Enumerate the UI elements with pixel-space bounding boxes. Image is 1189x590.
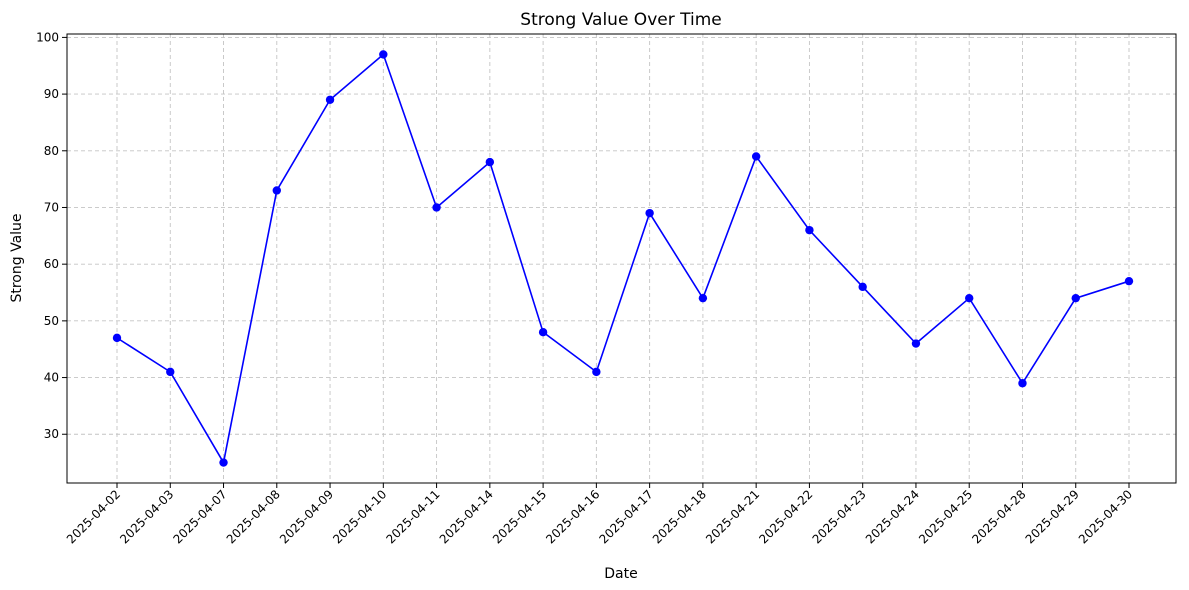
x-axis-label: Date <box>604 566 637 582</box>
data-point <box>911 339 921 348</box>
x-tick-label: 2025-04-02 <box>64 487 123 546</box>
x-axis: 2025-04-022025-04-032025-04-072025-04-08… <box>64 483 1135 546</box>
data-point <box>432 203 441 212</box>
data-point <box>1071 293 1080 303</box>
data-point <box>166 367 175 377</box>
x-tick-label: 2025-04-14 <box>437 487 496 546</box>
x-tick-label: 2025-04-03 <box>117 487 176 546</box>
data-point <box>1124 276 1134 286</box>
y-tick-label: 50 <box>44 314 59 328</box>
y-tick-label: 40 <box>44 371 59 385</box>
x-tick-label: 2025-04-10 <box>330 487 389 546</box>
x-tick-label: 2025-04-18 <box>650 487 709 546</box>
y-tick-label: 30 <box>44 427 59 441</box>
x-tick-label: 2025-04-29 <box>1023 487 1082 546</box>
y-tick-label: 100 <box>36 30 59 44</box>
y-tick-label: 70 <box>44 200 59 214</box>
x-tick-label: 2025-04-30 <box>1076 487 1135 546</box>
data-point <box>272 186 281 195</box>
y-tick-label: 90 <box>44 87 59 101</box>
data-point <box>379 50 388 59</box>
y-tick-label: 60 <box>44 257 59 271</box>
x-tick-label: 2025-04-09 <box>277 487 336 546</box>
x-tick-label: 2025-04-08 <box>224 487 283 546</box>
x-tick-label: 2025-04-17 <box>597 487 656 546</box>
y-axis: 30 40 50 60 70 80 90 100 <box>36 30 67 441</box>
x-tick-label: 2025-04-21 <box>703 487 762 546</box>
series-line <box>116 53 1130 465</box>
x-tick-label: 2025-04-22 <box>756 487 815 546</box>
x-tick-label: 2025-04-15 <box>490 487 549 546</box>
chart-title: Strong Value Over Time <box>520 10 721 30</box>
data-point <box>858 282 867 292</box>
data-point <box>219 458 228 467</box>
x-tick-label: 2025-04-07 <box>170 487 229 546</box>
data-point <box>112 333 122 343</box>
x-tick-label: 2025-04-25 <box>916 487 975 546</box>
y-axis-label: Strong Value <box>9 213 25 302</box>
x-tick-label: 2025-04-24 <box>863 487 922 546</box>
y-tick-label: 80 <box>44 144 59 158</box>
data-point <box>325 95 335 104</box>
plot-frame <box>66 33 1177 484</box>
x-tick-label: 2025-04-28 <box>969 487 1028 546</box>
data-point <box>805 225 814 235</box>
grid <box>67 34 1176 483</box>
data-point <box>645 208 654 218</box>
x-tick-label: 2025-04-23 <box>810 487 869 546</box>
data-point <box>485 157 495 167</box>
x-tick-label: 2025-04-11 <box>383 487 442 546</box>
x-tick-label: 2025-04-16 <box>543 487 602 546</box>
plot-area <box>112 50 1134 467</box>
data-point <box>751 152 761 161</box>
data-point <box>1018 379 1027 388</box>
data-point <box>965 293 974 303</box>
data-point <box>538 327 548 337</box>
data-point <box>592 367 601 377</box>
data-point <box>698 293 708 303</box>
